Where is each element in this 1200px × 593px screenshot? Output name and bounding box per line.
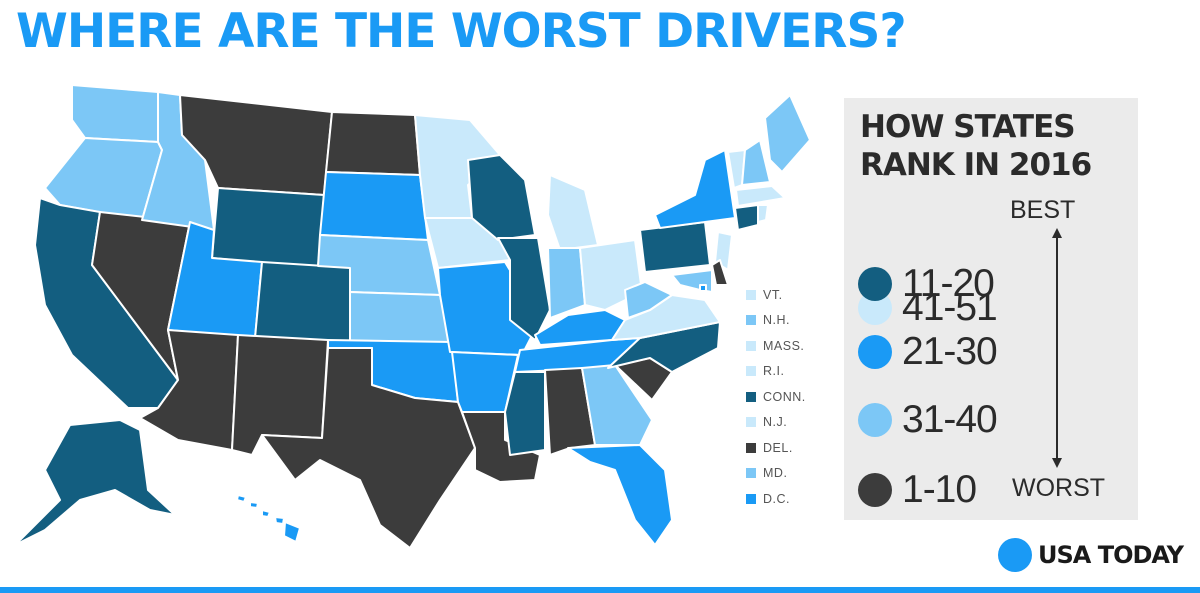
small-state-label: R.I. — [763, 364, 785, 379]
small-state-label: D.C. — [763, 491, 790, 506]
state-louisiana — [461, 411, 541, 483]
small-state-item: N.J. — [746, 410, 826, 436]
legend-item: 31-40 — [858, 398, 998, 442]
state-illinois — [497, 237, 551, 341]
legend-label: 31-40 — [902, 398, 998, 441]
legend-swatch — [858, 403, 892, 437]
small-state-item: VT. — [746, 282, 826, 308]
state-kansas — [349, 291, 451, 343]
small-state-item: MASS. — [746, 333, 826, 359]
state-dc — [699, 284, 707, 292]
legend-label: 11-20 — [902, 262, 995, 305]
small-state-label: N.H. — [763, 313, 790, 328]
legend-swatch — [858, 335, 892, 369]
rank-legend-panel: HOW STATES RANK IN 2016 41-51 11-20 21-3… — [844, 98, 1138, 520]
small-state-label: VT. — [763, 287, 783, 302]
state-rhode-island — [757, 204, 769, 223]
legend-item: 21-30 — [858, 330, 998, 374]
small-state-label: MD. — [763, 466, 788, 481]
small-state-item: N.H. — [746, 308, 826, 334]
small-state-swatch — [746, 289, 756, 300]
small-state-item: CONN. — [746, 384, 826, 410]
state-colorado — [254, 261, 357, 343]
state-alaska — [14, 419, 176, 546]
state-connecticut — [734, 204, 759, 231]
state-hawaii — [236, 494, 301, 543]
state-south-dakota — [319, 171, 429, 241]
state-washington — [71, 84, 159, 143]
state-florida — [567, 444, 673, 546]
legend-title: HOW STATES RANK IN 2016 — [860, 109, 1092, 183]
state-massachusetts — [735, 185, 786, 207]
small-state-label: CONN. — [763, 389, 806, 404]
legend-label: 41-51 — [902, 286, 998, 329]
brand-name: USA TODAY — [1038, 541, 1184, 569]
small-state-swatch — [746, 340, 756, 351]
small-state-label: MASS. — [763, 338, 805, 353]
small-state-swatch — [746, 417, 756, 428]
state-new-hampshire — [741, 139, 771, 186]
state-wyoming — [211, 187, 325, 269]
legend-swatch — [858, 267, 892, 301]
state-maine — [764, 94, 811, 173]
small-state-swatch — [746, 493, 756, 504]
best-label: BEST — [1010, 196, 1076, 224]
state-north-dakota — [325, 111, 421, 176]
page-title: WHERE ARE THE WORST DRIVERS? — [16, 4, 907, 59]
legend-label: 21-30 — [902, 330, 998, 373]
state-pennsylvania — [639, 221, 711, 273]
state-delaware — [711, 259, 729, 286]
state-indiana — [547, 247, 586, 319]
state-west-virginia — [624, 281, 673, 319]
legend-swatch — [858, 473, 892, 507]
worst-label: WORST — [1012, 474, 1106, 502]
state-texas — [261, 347, 476, 549]
small-state-label: DEL. — [763, 440, 793, 455]
state-michigan — [547, 174, 599, 251]
small-state-swatch — [746, 366, 756, 377]
small-state-item: DEL. — [746, 435, 826, 461]
state-wisconsin — [467, 154, 536, 241]
usa-today-logo: USA TODAY — [998, 538, 1184, 572]
small-state-swatch — [746, 468, 756, 479]
legend-label: 1-10 — [902, 468, 977, 511]
bottom-accent-bar — [0, 587, 1200, 593]
small-state-item: D.C. — [746, 486, 826, 512]
small-state-item: R.I. — [746, 359, 826, 385]
small-states-legend: VT. N.H. MASS. R.I. CONN. N.J. DEL. MD. D.C. — [746, 282, 826, 512]
legend-item: 41-51 — [858, 286, 998, 330]
state-mississippi — [504, 371, 546, 456]
small-state-label: N.J. — [763, 415, 788, 430]
legend-item: 11-20 — [858, 262, 995, 306]
brand-dot-icon — [998, 538, 1032, 572]
state-new-york — [654, 149, 736, 229]
best-worst-arrow-icon — [1052, 228, 1062, 468]
small-state-item: MD. — [746, 461, 826, 487]
small-state-swatch — [746, 391, 756, 402]
small-state-swatch — [746, 442, 756, 453]
legend-item: 1-10 — [858, 468, 977, 512]
small-state-swatch — [746, 315, 756, 326]
